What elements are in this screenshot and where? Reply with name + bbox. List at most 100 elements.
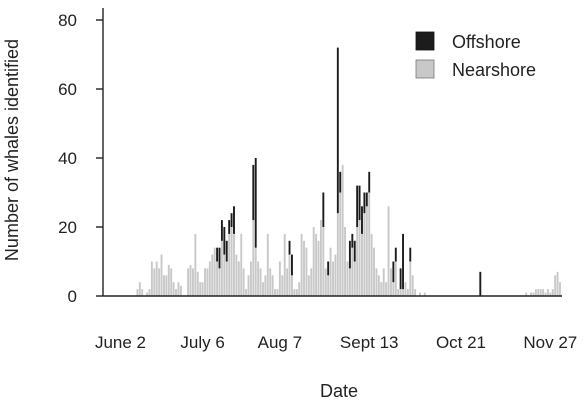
x-tick-label: July 6 [180, 333, 224, 352]
y-tick-label: 0 [68, 287, 77, 306]
y-axis-ticks: 020406080 [58, 11, 103, 306]
bar-nearshore [231, 227, 233, 296]
bar-offshore [354, 241, 356, 262]
bar-nearshore [325, 268, 327, 296]
bar-nearshore [366, 206, 368, 296]
bar-nearshore [250, 262, 252, 297]
bar-nearshore [385, 282, 387, 296]
y-tick-label: 80 [58, 11, 77, 30]
bar-nearshore [344, 227, 346, 296]
bar-nearshore [313, 227, 315, 296]
bar-nearshore [199, 282, 201, 296]
bar-nearshore [233, 234, 235, 296]
bar-nearshore [187, 268, 189, 296]
legend-label-nearshore: Nearshore [452, 60, 536, 80]
x-axis-title: Date [320, 381, 358, 401]
bar-nearshore [392, 282, 394, 296]
bar-offshore [349, 241, 351, 269]
bar-nearshore [264, 275, 266, 296]
bar-nearshore [412, 275, 414, 296]
bar-offshore [322, 193, 324, 228]
bar-nearshore [165, 275, 167, 296]
bar-nearshore [228, 234, 230, 296]
bar-offshore [252, 165, 254, 220]
x-tick-label: Aug 7 [258, 333, 302, 352]
bar-nearshore [284, 234, 286, 296]
bar-nearshore [240, 234, 242, 296]
y-axis-title: Number of whales identified [2, 39, 22, 261]
nearshore-bars [136, 165, 561, 296]
bar-nearshore [168, 265, 170, 296]
x-tick-label: Oct 21 [436, 333, 486, 352]
bar-nearshore [330, 248, 332, 296]
bar-nearshore [390, 268, 392, 296]
bar-offshore [216, 248, 218, 262]
bar-offshore [363, 193, 365, 214]
bar-nearshore [322, 227, 324, 296]
bar-nearshore [269, 268, 271, 296]
bar-nearshore [376, 268, 378, 296]
bar-offshore [223, 227, 225, 255]
bar-nearshore [156, 262, 158, 297]
bar-nearshore [552, 289, 554, 296]
bar-nearshore [305, 248, 307, 296]
bar-nearshore [216, 262, 218, 297]
bar-nearshore [202, 282, 204, 296]
bar-offshore [233, 206, 235, 234]
bar-nearshore [204, 268, 206, 296]
legend-swatch-offshore [416, 32, 434, 50]
bar-nearshore [180, 286, 182, 296]
bar-nearshore [197, 272, 199, 296]
bar-offshore [226, 241, 228, 262]
bar-nearshore [170, 268, 172, 296]
bar-nearshore [192, 268, 194, 296]
bar-nearshore [178, 282, 180, 296]
bar-offshore [359, 186, 361, 221]
y-tick-label: 20 [58, 218, 77, 237]
bar-nearshore [272, 275, 274, 296]
bar-nearshore [388, 206, 390, 296]
bar-nearshore [151, 262, 153, 297]
bar-nearshore [262, 282, 264, 296]
bar-offshore [337, 48, 339, 214]
legend-label-offshore: Offshore [452, 32, 521, 52]
bar-nearshore [332, 262, 334, 297]
bar-nearshore [339, 193, 341, 297]
bar-nearshore [277, 289, 279, 296]
bar-nearshore [318, 241, 320, 296]
bar-offshore [327, 262, 329, 276]
bar-nearshore [243, 268, 245, 296]
bar-nearshore [190, 265, 192, 296]
bar-offshore [366, 193, 368, 207]
bar-nearshore [409, 262, 411, 297]
bar-nearshore [337, 213, 339, 296]
bar-nearshore [238, 262, 240, 297]
bar-nearshore [158, 268, 160, 296]
bar-nearshore [298, 282, 300, 296]
bar-nearshore [175, 289, 177, 296]
bar-nearshore [373, 248, 375, 296]
bar-nearshore [267, 234, 269, 296]
bar-offshore [339, 172, 341, 193]
bar-nearshore [161, 255, 163, 296]
bar-nearshore [557, 272, 559, 296]
bar-nearshore [223, 255, 225, 296]
bar-nearshore [405, 282, 407, 296]
bar-offshore [368, 172, 370, 193]
bar-nearshore [206, 268, 208, 296]
bar-nearshore [149, 289, 151, 296]
bar-offshore [291, 255, 293, 276]
bar-nearshore [303, 241, 305, 296]
bar-nearshore [221, 241, 223, 296]
bar-offshore [409, 248, 411, 262]
bar-nearshore [547, 289, 549, 296]
x-tick-label: Sept 13 [340, 333, 399, 352]
bar-nearshore [397, 289, 399, 296]
bar-offshore [402, 234, 404, 289]
bar-nearshore [296, 289, 298, 296]
bar-nearshore [395, 262, 397, 297]
bar-nearshore [414, 289, 416, 296]
bar-nearshore [559, 282, 561, 296]
bar-nearshore [359, 220, 361, 296]
